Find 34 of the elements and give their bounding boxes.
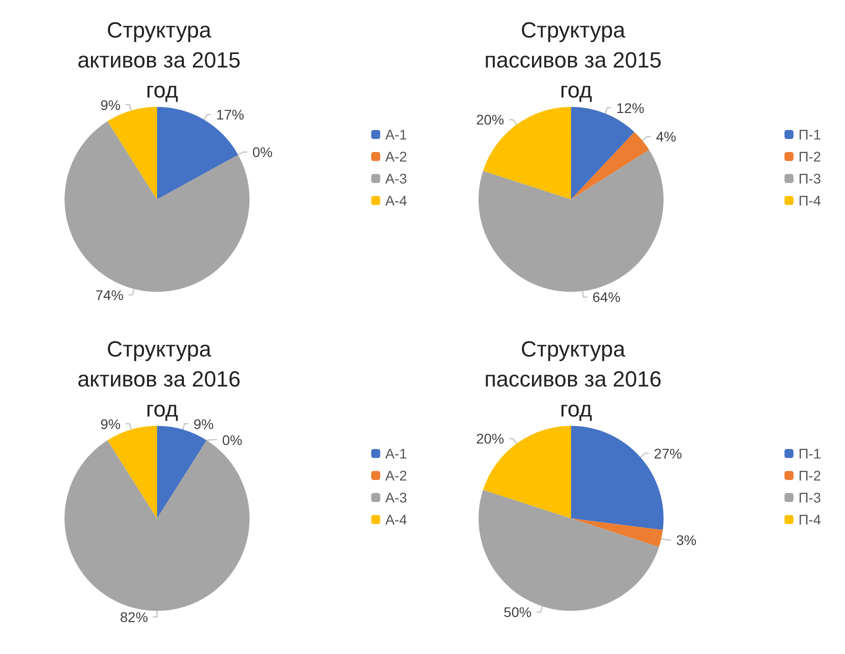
data-label: 74% [96,286,124,303]
data-label: 9% [100,416,121,432]
legend-label: А-4 [385,192,408,208]
legend-label: П-2 [798,148,822,164]
legend-label: П-3 [798,490,822,506]
data-label: 4% [656,128,676,145]
legend-label: П-1 [798,446,822,462]
data-label: 3% [676,532,696,548]
legend-label: А-2 [385,148,408,164]
data-label: 27% [654,445,682,462]
data-label: 17% [216,106,244,123]
data-label: 9% [194,416,214,432]
data-label: 64% [592,289,620,306]
legend-label: А-2 [385,468,408,484]
data-label: 9% [100,96,121,113]
chart-title: Структура пассивов за 2016 год [484,336,668,422]
legend-label: А-1 [385,446,408,462]
text: 0% [252,144,273,160]
data-label: 82% [120,608,148,625]
legend-label: П-1 [798,126,822,142]
legend-label: А-1 [385,126,408,142]
legend-label: П-4 [798,192,822,208]
legend-label: А-3 [385,490,408,506]
legend-label: П-3 [798,170,822,186]
data-label: 20% [476,112,504,128]
data-label: 12% [616,100,644,116]
legend-label: П-4 [798,512,822,528]
legend-label: А-3 [385,170,408,186]
chart-title: Структура пассивов за 2015 год [484,18,668,102]
legend-label: П-2 [798,468,822,484]
data-label: 50% [504,604,532,620]
text: 0% [222,432,242,448]
legend-label: А-4 [385,512,408,528]
data-label: 20% [476,430,504,447]
